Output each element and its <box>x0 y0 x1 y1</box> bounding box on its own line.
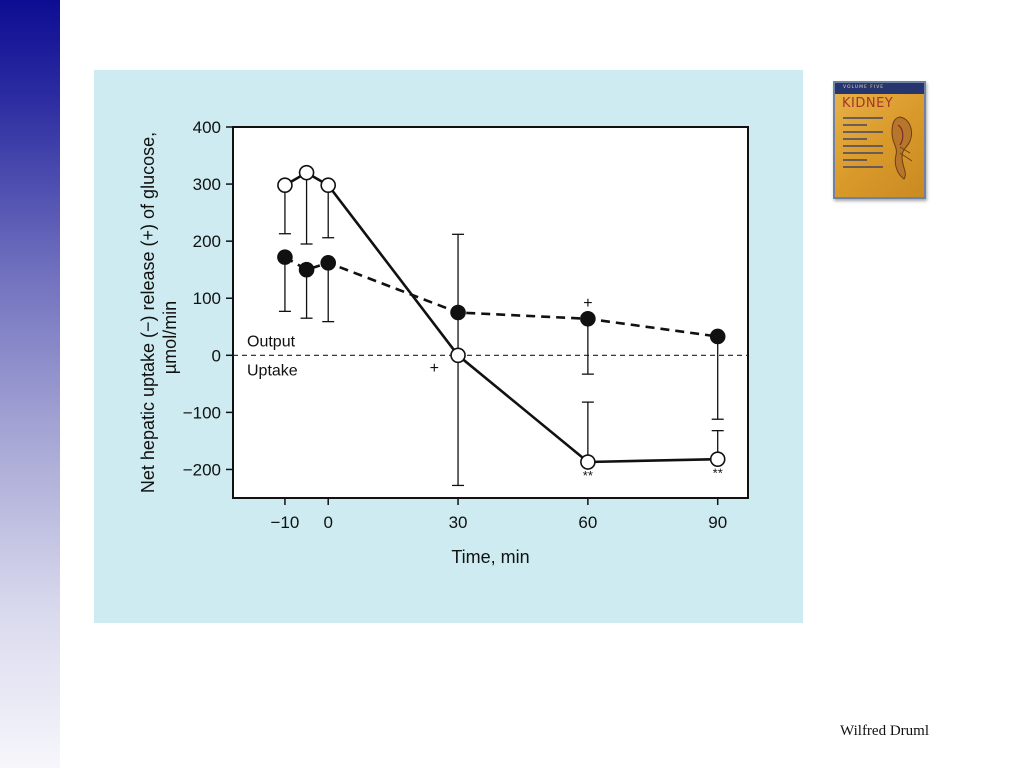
y-tick-label: 100 <box>193 289 221 308</box>
footer-author: Wilfred Druml <box>840 723 929 739</box>
output-region-label: Output <box>247 333 296 350</box>
book-cover-icon: VOLUME FIVE KIDNEY <box>833 81 926 199</box>
filled-data-point <box>709 328 726 345</box>
open-data-point <box>277 177 293 194</box>
uptake-region-label: Uptake <box>247 362 298 379</box>
book-cover-text-lines <box>843 117 883 173</box>
book-cover-band-text: VOLUME FIVE <box>843 85 885 90</box>
filled-data-point <box>450 304 466 321</box>
book-cover-band: VOLUME FIVE <box>835 83 924 94</box>
y-axis-label: Net hepatic uptake (−) release (+) of gl… <box>138 132 158 493</box>
filled-data-point <box>320 255 337 271</box>
x-tick-label: 0 <box>323 513 332 532</box>
y-tick-label: −100 <box>183 403 221 422</box>
x-axis-label: Time, min <box>451 547 529 567</box>
open-data-point <box>450 347 466 364</box>
chart-annotation: ** <box>583 468 593 483</box>
y-tick-label: −200 <box>183 460 221 479</box>
chart-annotation: ** <box>713 465 723 480</box>
x-tick-label: 30 <box>449 513 468 532</box>
kidney-illustration-icon <box>891 116 913 180</box>
open-data-point <box>580 454 596 470</box>
x-tick-label: 60 <box>578 513 597 532</box>
x-tick-label: 90 <box>708 513 727 532</box>
open-data-point <box>320 177 337 194</box>
open-data-point <box>298 164 315 181</box>
filled-data-point <box>580 310 596 327</box>
chart-annotation: + <box>430 360 439 377</box>
y-axis-label-unit: µmol/min <box>160 301 180 374</box>
y-tick-label: 0 <box>212 346 221 365</box>
filled-data-point <box>298 261 315 278</box>
plot-area <box>232 126 749 499</box>
y-tick-label: 300 <box>193 175 221 194</box>
x-tick-label: −10 <box>271 513 300 532</box>
filled-data-point <box>277 249 293 265</box>
y-tick-label: 200 <box>193 232 221 251</box>
slide-side-bar <box>0 0 60 768</box>
chart-annotation: + <box>583 295 592 312</box>
y-tick-label: 400 <box>193 118 221 137</box>
book-cover-title: KIDNEY <box>842 96 894 111</box>
open-data-point <box>709 451 726 467</box>
figure-panel: 400 300 200 100 0 −100 −200 −10 0 30 60 90 Time, min… <box>94 70 803 623</box>
